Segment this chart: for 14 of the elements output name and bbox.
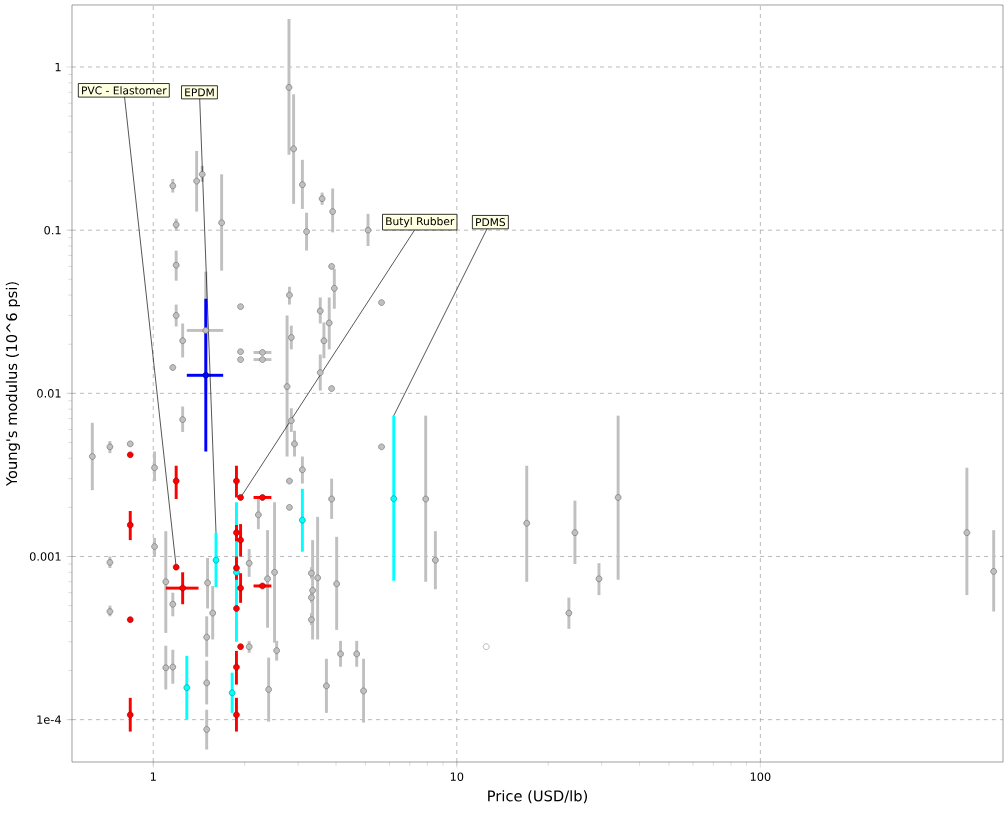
y-tick-label: 0.1	[44, 225, 61, 235]
y-tick-label: 1	[55, 62, 61, 72]
y-axis-title: Young's modulus (10^6 psi)	[5, 282, 20, 487]
annotation: PDMS	[476, 218, 506, 227]
x-tick-label: 10	[450, 772, 464, 781]
y-tick-label: 0.001	[29, 552, 61, 561]
x-tick-label: 1	[150, 772, 156, 781]
x-axis-title: Price (USD/lb)	[488, 790, 588, 804]
annotation: Butyl Rubber	[386, 217, 455, 228]
x-tick-label: 100	[750, 772, 771, 781]
annotation: PVC - Elastomer	[82, 86, 167, 95]
y-tick-label: 0.01	[37, 389, 61, 398]
annotation: EPDM	[185, 88, 214, 97]
y-tick-label: 1e-4	[37, 715, 61, 724]
